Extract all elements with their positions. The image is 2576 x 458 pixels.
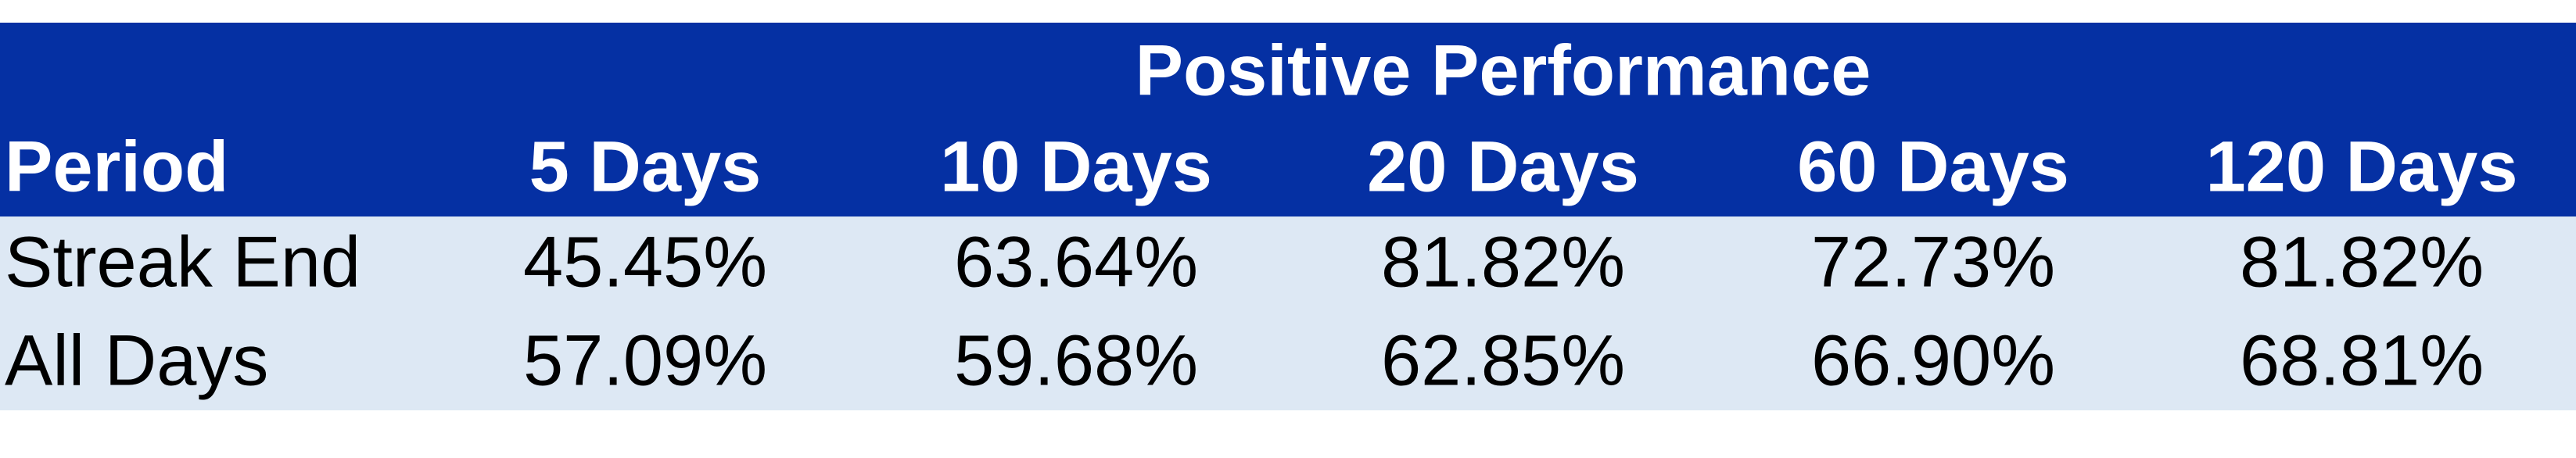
cell-value: 66.90% <box>1811 320 2055 400</box>
cell-value: 68.81% <box>2240 320 2484 400</box>
cell-value: 62.85% <box>1381 320 1625 400</box>
column-header: 20 Days <box>1367 127 1639 206</box>
cell-value: 57.09% <box>523 320 767 400</box>
cell-value: 72.73% <box>1811 222 2055 302</box>
cell-value: 45.45% <box>523 222 767 302</box>
column-header: 120 Days <box>2206 127 2518 206</box>
cell-value: 81.82% <box>1381 222 1625 302</box>
column-header: Period <box>5 127 228 206</box>
cell-value: 63.64% <box>954 222 1198 302</box>
row-label: All Days <box>5 320 268 400</box>
cell-value: 59.68% <box>954 320 1198 400</box>
column-header: 10 Days <box>940 127 1212 206</box>
body-band <box>0 216 2576 410</box>
row-label: Streak End <box>5 222 361 302</box>
group-title: Positive Performance <box>1136 30 1871 110</box>
cell-value: 81.82% <box>2240 222 2484 302</box>
column-header: 60 Days <box>1797 127 2069 206</box>
column-header: 5 Days <box>529 127 762 206</box>
header-band <box>0 23 2576 216</box>
